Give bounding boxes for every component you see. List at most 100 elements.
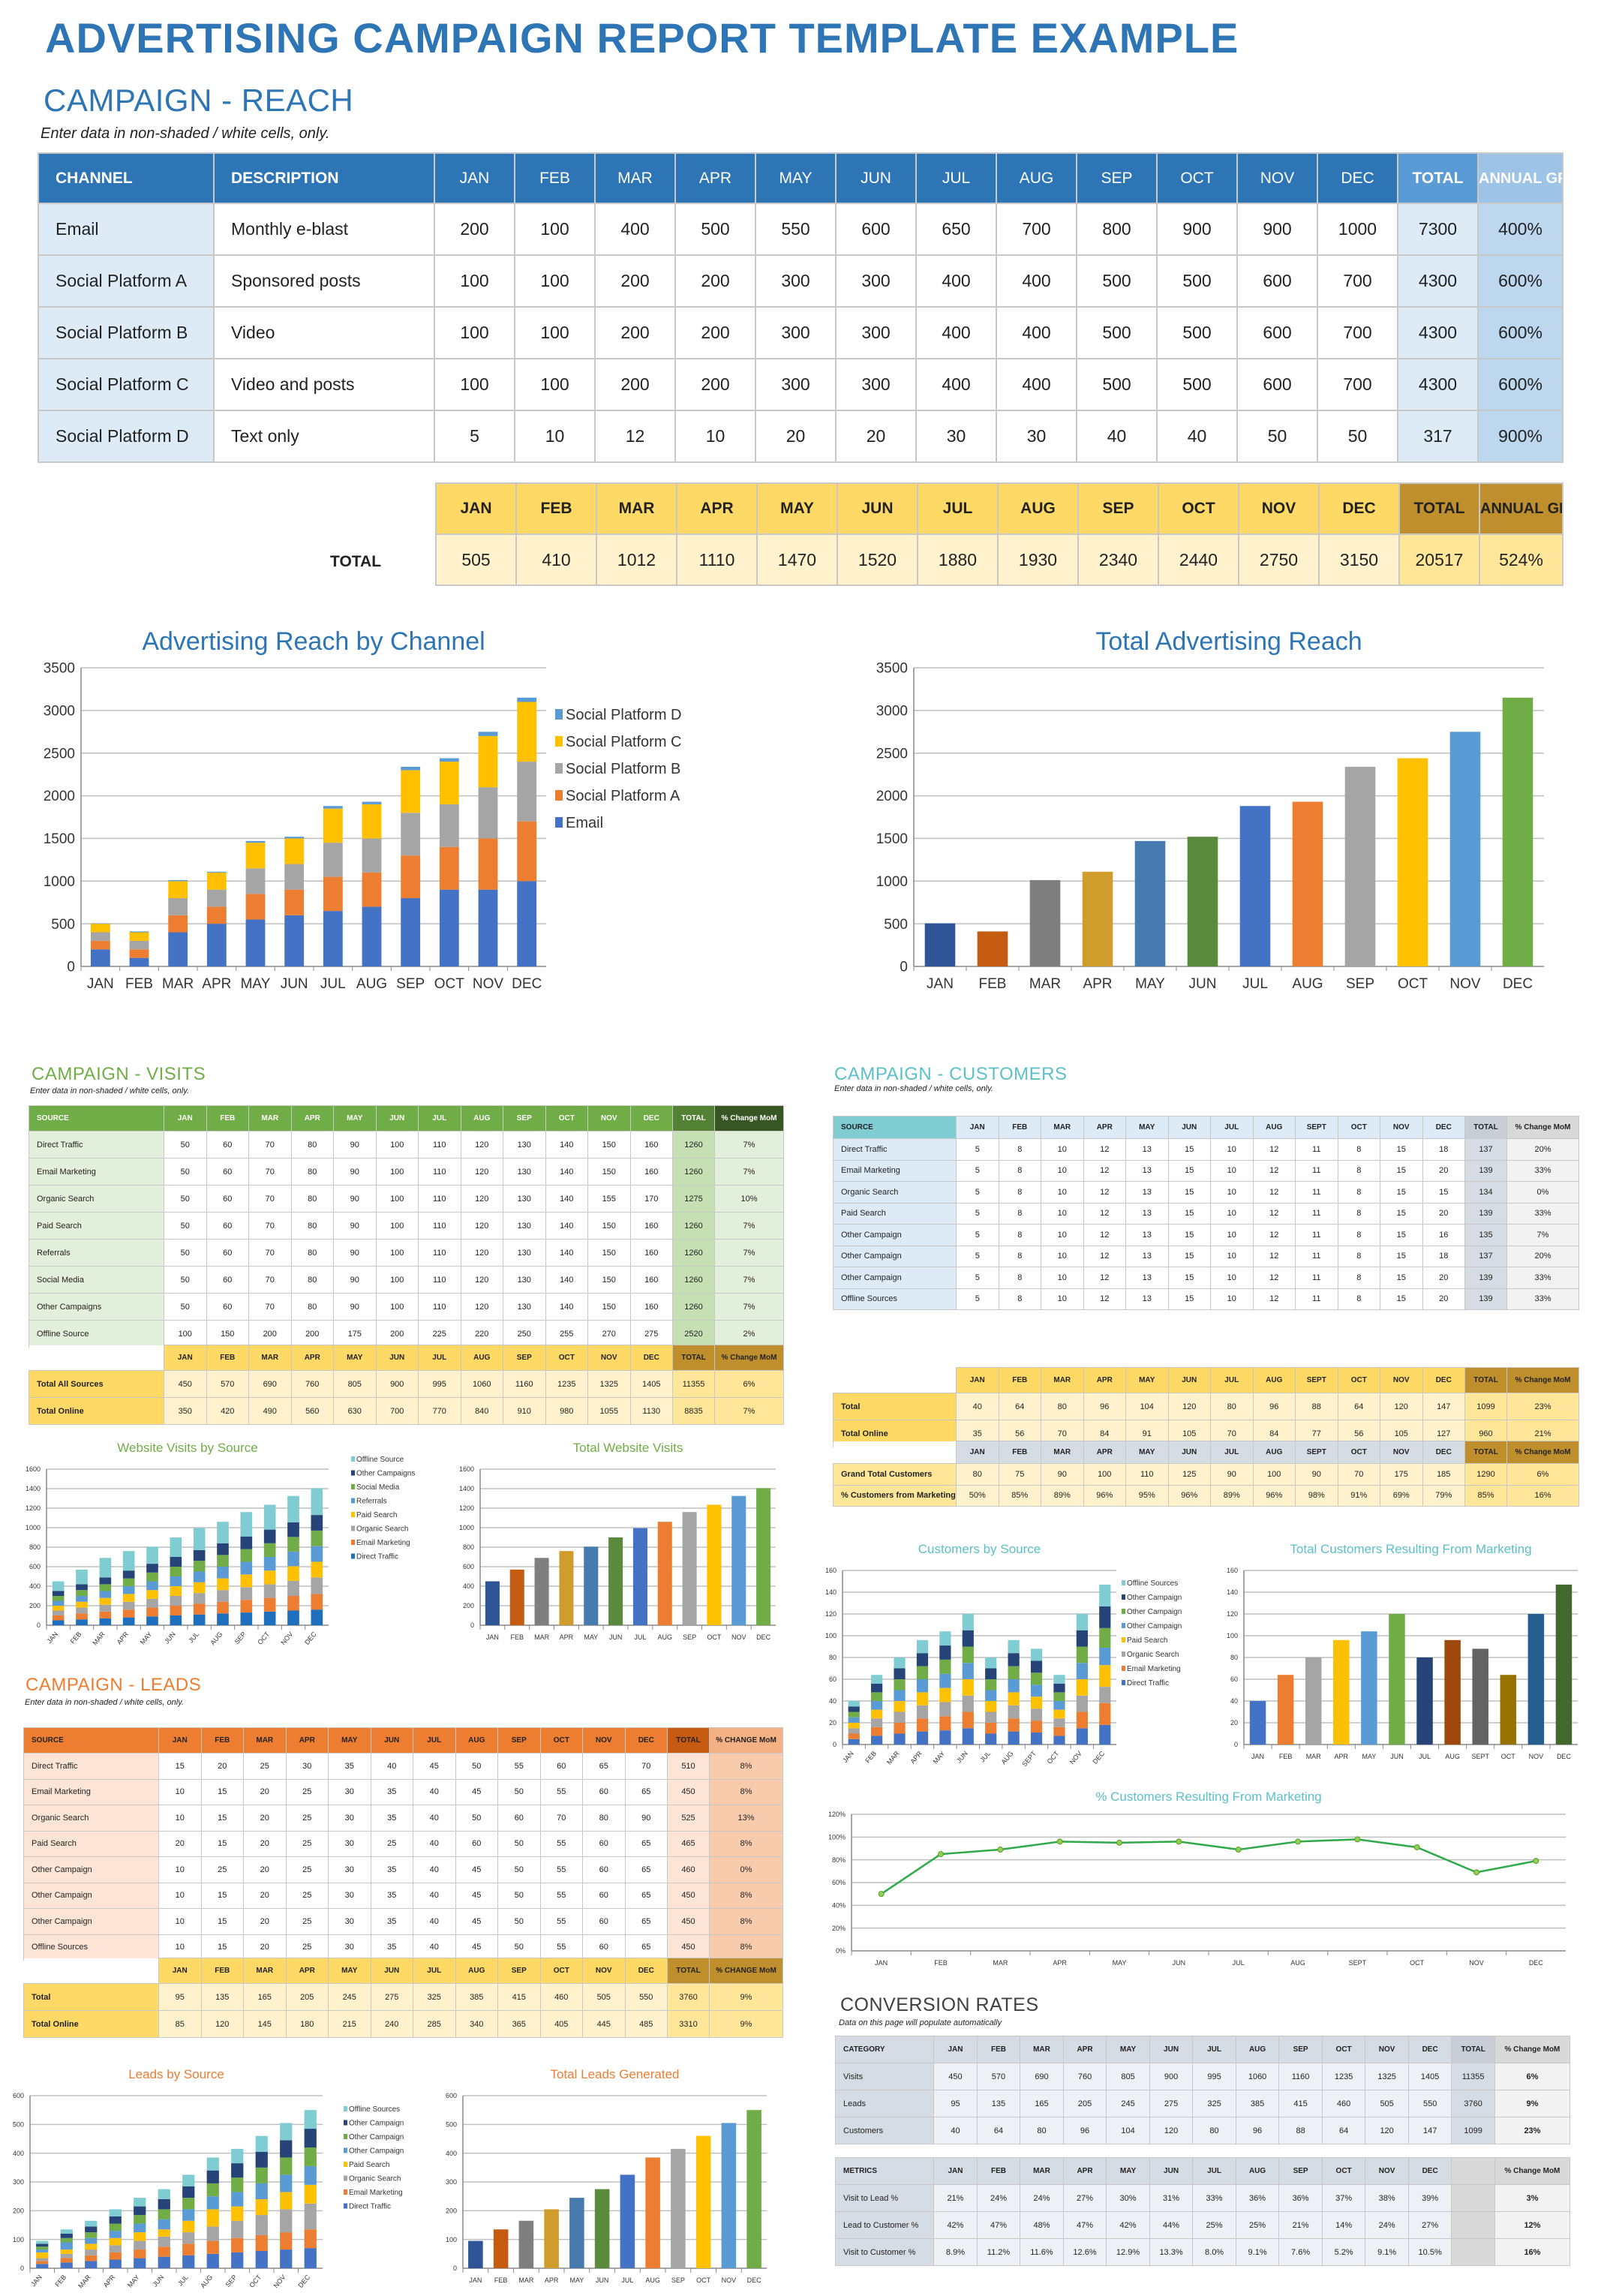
value-cell[interactable]: 15 [200, 1805, 244, 1832]
value-cell[interactable]: 5 [956, 1224, 999, 1246]
value-cell[interactable]: 40 [413, 1882, 456, 1909]
value-cell[interactable]: 12 [1252, 1181, 1296, 1204]
value-cell[interactable]: 60 [497, 1805, 541, 1832]
value-cell[interactable]: 130 [503, 1212, 546, 1240]
value-cell[interactable]: 8 [998, 1245, 1041, 1267]
row-label[interactable]: Direct Traffic [23, 1753, 159, 1780]
value-cell[interactable]: 400 [996, 254, 1077, 308]
value-cell[interactable]: 11 [1295, 1159, 1338, 1182]
value-cell[interactable]: 50 [497, 1778, 541, 1805]
value-cell[interactable]: 700 [1317, 306, 1398, 359]
value-cell[interactable]: 600 [835, 203, 917, 256]
value-cell[interactable]: 600 [1236, 306, 1318, 359]
value-cell[interactable]: 20 [200, 1753, 244, 1780]
value-cell[interactable]: 110 [418, 1266, 461, 1294]
value-cell[interactable]: 20 [243, 1805, 287, 1832]
value-cell[interactable]: 200 [375, 1320, 419, 1348]
value-cell[interactable]: 10 [1210, 1138, 1254, 1161]
value-cell[interactable]: 13 [1125, 1288, 1169, 1310]
value-cell[interactable]: 15 [1380, 1181, 1423, 1204]
value-cell[interactable]: 140 [545, 1293, 588, 1321]
value-cell[interactable]: 15 [200, 1830, 244, 1857]
value-cell[interactable]: 50 [164, 1266, 207, 1294]
value-cell[interactable]: 30 [328, 1908, 371, 1935]
value-cell[interactable]: 110 [418, 1185, 461, 1213]
row-label[interactable]: Paid Search [23, 1830, 159, 1857]
value-cell[interactable]: 15 [1422, 1181, 1465, 1204]
value-cell[interactable]: 25 [285, 1830, 329, 1857]
value-cell[interactable]: 65 [624, 1882, 668, 1909]
value-cell[interactable]: 270 [587, 1320, 631, 1348]
value-cell[interactable]: 50 [497, 1856, 541, 1883]
value-cell[interactable]: 25 [285, 1778, 329, 1805]
value-cell[interactable]: 500 [1156, 306, 1238, 359]
value-cell[interactable]: 50 [164, 1212, 207, 1240]
value-cell[interactable]: 80 [290, 1239, 334, 1267]
value-cell[interactable]: 10 [158, 1805, 202, 1832]
value-cell[interactable]: 25 [285, 1856, 329, 1883]
value-cell[interactable]: 10 [1041, 1267, 1084, 1289]
value-cell[interactable]: 5 [956, 1159, 999, 1182]
value-cell[interactable]: 40 [370, 1753, 413, 1780]
value-cell[interactable]: 12 [594, 410, 676, 463]
value-cell[interactable]: 80 [290, 1131, 334, 1159]
value-cell[interactable]: 10 [1041, 1181, 1084, 1204]
value-cell[interactable]: 130 [503, 1158, 546, 1186]
value-cell[interactable]: 35 [328, 1753, 371, 1780]
value-cell[interactable]: 50 [455, 1753, 498, 1780]
value-cell[interactable]: 700 [1317, 254, 1398, 308]
value-cell[interactable]: 1000 [1317, 203, 1398, 256]
value-cell[interactable]: 55 [539, 1830, 583, 1857]
value-cell[interactable]: 15 [1167, 1181, 1211, 1204]
value-cell[interactable]: 20 [158, 1830, 202, 1857]
value-cell[interactable]: 300 [835, 254, 917, 308]
row-label[interactable]: Offline Sources [833, 1288, 957, 1310]
value-cell[interactable]: 25 [243, 1753, 287, 1780]
value-cell[interactable]: 55 [539, 1908, 583, 1935]
value-cell[interactable]: 120 [460, 1239, 503, 1267]
value-cell[interactable]: 30 [915, 410, 997, 463]
value-cell[interactable]: 8 [1337, 1202, 1380, 1225]
value-cell[interactable]: 100 [375, 1158, 419, 1186]
value-cell[interactable]: 60 [582, 1882, 626, 1909]
value-cell[interactable]: 110 [418, 1239, 461, 1267]
value-cell[interactable]: 200 [674, 358, 756, 411]
row-label[interactable]: Other Campaign [833, 1224, 957, 1246]
value-cell[interactable]: 15 [200, 1778, 244, 1805]
value-cell[interactable]: 55 [539, 1882, 583, 1909]
value-cell[interactable]: 5 [956, 1267, 999, 1289]
value-cell[interactable]: 100 [434, 306, 515, 359]
value-cell[interactable]: 50 [164, 1293, 207, 1321]
value-cell[interactable]: 20 [835, 410, 917, 463]
value-cell[interactable]: 25 [285, 1908, 329, 1935]
value-cell[interactable]: 110 [418, 1158, 461, 1186]
value-cell[interactable]: 40 [413, 1778, 456, 1805]
value-cell[interactable]: 65 [582, 1753, 626, 1780]
value-cell[interactable]: 220 [460, 1320, 503, 1348]
value-cell[interactable]: 8 [1337, 1288, 1380, 1310]
value-cell[interactable]: 10 [1041, 1138, 1084, 1161]
value-cell[interactable]: 60 [206, 1131, 249, 1159]
value-cell[interactable]: 200 [674, 306, 756, 359]
value-cell[interactable]: 900 [1236, 203, 1318, 256]
value-cell[interactable]: 10 [1210, 1181, 1254, 1204]
value-cell[interactable]: 18 [1422, 1138, 1465, 1161]
value-cell[interactable]: 70 [624, 1753, 668, 1780]
value-cell[interactable]: 8 [998, 1138, 1041, 1161]
value-cell[interactable]: 35 [370, 1882, 413, 1909]
value-cell[interactable]: 130 [503, 1185, 546, 1213]
value-cell[interactable]: 40 [1156, 410, 1238, 463]
value-cell[interactable]: 20 [243, 1778, 287, 1805]
value-cell[interactable]: 12 [1252, 1245, 1296, 1267]
value-cell[interactable]: 15 [1167, 1224, 1211, 1246]
value-cell[interactable]: 700 [996, 203, 1077, 256]
value-cell[interactable]: 15 [200, 1908, 244, 1935]
value-cell[interactable]: 155 [587, 1185, 631, 1213]
value-cell[interactable]: 50 [164, 1158, 207, 1186]
value-cell[interactable]: 225 [418, 1320, 461, 1348]
value-cell[interactable]: 10 [1041, 1245, 1084, 1267]
value-cell[interactable]: 150 [587, 1212, 631, 1240]
value-cell[interactable]: 12 [1252, 1288, 1296, 1310]
row-label[interactable]: Organic Search [833, 1181, 957, 1204]
value-cell[interactable]: 45 [455, 1908, 498, 1935]
